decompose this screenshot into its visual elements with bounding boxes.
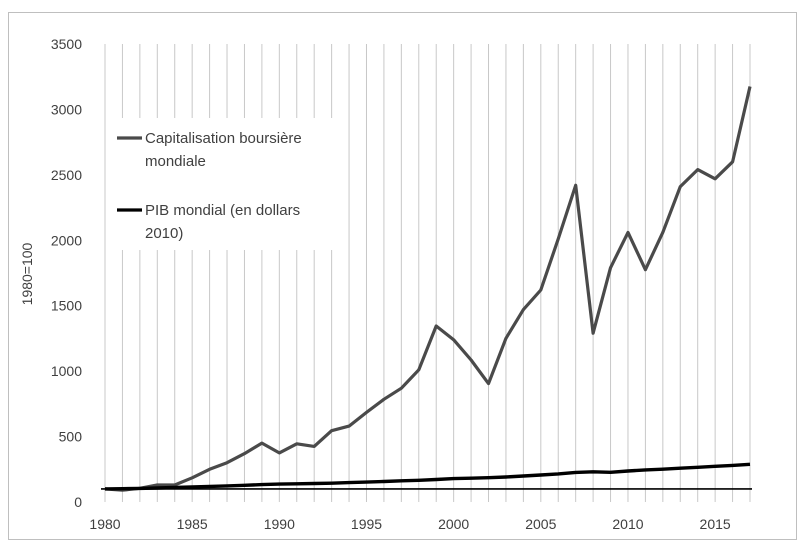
y-tick-label: 3500 — [51, 36, 82, 52]
y-tick-labels: 0 500 1000 1500 2000 2500 3000 3500 — [51, 36, 82, 510]
x-tick-label: 2010 — [612, 516, 643, 532]
series-line-pib — [104, 462, 751, 491]
x-tick-label: 2005 — [525, 516, 556, 532]
legend: Capitalisation boursière mondiale PIB mond… — [117, 130, 302, 242]
x-tick-label: 1990 — [264, 516, 295, 532]
y-tick-label: 0 — [74, 494, 82, 510]
y-tick-label: 2500 — [51, 167, 82, 183]
legend-label: Capitalisation boursière — [145, 130, 302, 147]
legend-background — [111, 118, 343, 250]
y-axis-label: 1980=100 — [19, 242, 35, 305]
x-tick-labels: 1980 1985 1990 1995 2000 2005 2010 2015 — [89, 516, 730, 532]
y-tick-label: 1500 — [51, 298, 82, 314]
x-tick-label: 2015 — [700, 516, 731, 532]
legend-label: mondiale — [145, 153, 206, 170]
series-line-capitalisation — [104, 86, 752, 492]
y-tick-label: 2000 — [51, 232, 82, 248]
y-tick-label: 500 — [59, 429, 83, 445]
x-tick-label: 1995 — [351, 516, 382, 532]
x-tick-label: 1985 — [177, 516, 208, 532]
y-tick-label: 1000 — [51, 363, 82, 379]
x-tick-label: 1980 — [89, 516, 120, 532]
gridlines — [104, 44, 751, 502]
x-tick-label: 2000 — [438, 516, 469, 532]
legend-label: PIB mondial (en dollars — [145, 202, 300, 219]
y-tick-label: 3000 — [51, 101, 82, 117]
legend-label: 2010) — [145, 225, 183, 242]
series-lines — [104, 86, 752, 492]
